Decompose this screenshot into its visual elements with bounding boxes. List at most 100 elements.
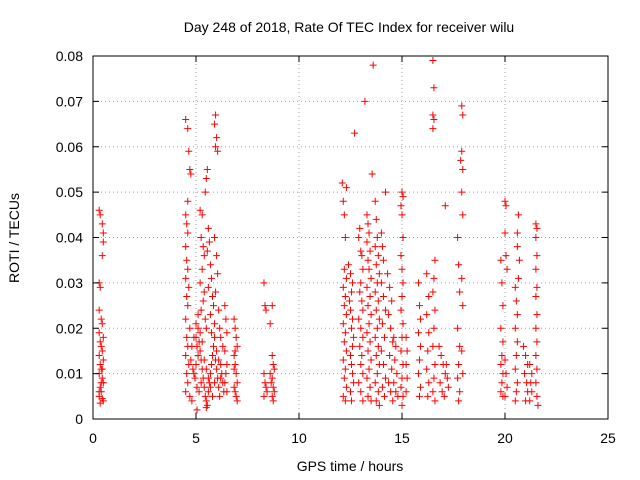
data-point (501, 356, 509, 364)
data-point (417, 383, 425, 391)
data-point (431, 256, 439, 264)
data-point (397, 347, 405, 355)
data-point (199, 243, 207, 251)
data-point (340, 338, 348, 346)
data-point (364, 256, 372, 264)
data-point (199, 297, 207, 305)
data-point (454, 374, 462, 382)
data-point (364, 220, 372, 228)
data-point (339, 197, 347, 205)
data-point (425, 329, 433, 337)
y-axis-ticks: 0 0.01 0.02 0.03 0.04 0.05 0.06 0.07 0.08 (56, 48, 608, 427)
data-point (430, 84, 438, 92)
data-point (513, 379, 521, 387)
data-point (367, 311, 375, 319)
data-point (183, 370, 191, 378)
data-point (377, 347, 385, 355)
data-point (347, 351, 354, 359)
data-point (398, 265, 406, 273)
data-point (187, 170, 195, 178)
data-point (348, 397, 356, 405)
data-point (356, 342, 364, 350)
data-point (514, 274, 522, 282)
data-point (499, 338, 507, 346)
data-point (232, 392, 240, 400)
data-point (99, 229, 107, 237)
data-point (382, 374, 390, 382)
data-point (196, 329, 204, 337)
data-point (358, 297, 366, 305)
data-point (339, 392, 347, 400)
data-point (184, 379, 192, 387)
data-point (497, 256, 505, 264)
data-point (201, 315, 209, 323)
data-point (515, 256, 523, 264)
data-point (502, 202, 510, 210)
data-point (182, 116, 190, 124)
data-point (498, 279, 506, 287)
data-point (341, 234, 349, 241)
data-point (398, 292, 406, 300)
data-point (340, 374, 348, 382)
data-point (182, 274, 190, 282)
data-point (187, 356, 195, 364)
data-point (232, 333, 240, 341)
data-point (197, 379, 205, 387)
data-point (399, 320, 407, 328)
data-point (363, 211, 371, 219)
data-point (213, 252, 221, 260)
data-point (96, 361, 104, 369)
data-point (214, 270, 222, 278)
data-point (99, 356, 107, 364)
data-point (416, 356, 424, 364)
data-point (442, 361, 450, 369)
data-point (269, 397, 277, 405)
data-point (514, 211, 522, 219)
data-point (429, 57, 437, 65)
grid-lines (93, 56, 608, 419)
data-point (198, 211, 206, 219)
data-point (95, 329, 103, 337)
data-point (388, 297, 396, 305)
data-point (190, 333, 198, 341)
data-point (206, 311, 214, 319)
data-point (455, 397, 463, 405)
data-point (455, 261, 463, 269)
data-point (99, 333, 107, 341)
data-point (218, 370, 226, 378)
data-point (206, 383, 214, 391)
data-point (455, 361, 463, 369)
data-point (367, 274, 375, 282)
data-point (97, 315, 105, 323)
data-point (440, 392, 448, 400)
data-point (372, 397, 380, 405)
data-point (194, 324, 202, 332)
data-point (532, 292, 540, 300)
data-point (196, 279, 204, 287)
y-tick-label: 0.03 (56, 275, 83, 291)
data-point (260, 370, 268, 378)
data-point (342, 383, 350, 391)
data-point (532, 265, 540, 273)
data-point (363, 283, 371, 291)
data-point (230, 351, 238, 359)
data-point (501, 197, 509, 205)
data-point (511, 324, 519, 332)
data-point (502, 252, 510, 260)
data-point (202, 404, 210, 412)
data-point (183, 292, 191, 300)
data-point (436, 379, 444, 387)
data-point (384, 270, 392, 278)
data-point (375, 401, 383, 409)
data-point (430, 116, 438, 124)
data-point (371, 379, 379, 387)
data-point (373, 370, 381, 378)
data-point (430, 274, 438, 282)
data-point (98, 320, 106, 328)
data-point (204, 224, 212, 232)
data-point (365, 265, 373, 273)
data-point (512, 351, 520, 359)
data-point (533, 252, 541, 260)
data-point (366, 292, 374, 300)
data-point (371, 243, 379, 251)
